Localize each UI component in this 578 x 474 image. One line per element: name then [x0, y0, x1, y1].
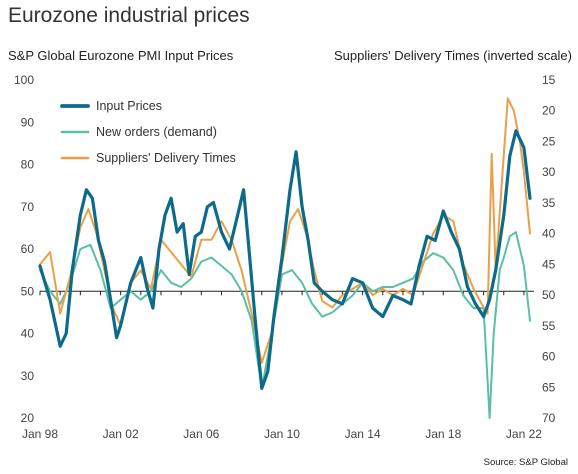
- legend-label-0: Input Prices: [96, 99, 162, 113]
- x-tick-label: Jan 98: [22, 427, 58, 441]
- right-tick-label: 35: [542, 196, 556, 210]
- right-tick-label: 45: [542, 257, 556, 271]
- left-tick-label: 100: [14, 73, 34, 87]
- left-tick-label: 20: [21, 411, 35, 425]
- chart-title: Eurozone industrial prices: [8, 4, 250, 27]
- x-tick-label: Jan 22: [506, 427, 542, 441]
- left-tick-label: 80: [21, 158, 35, 172]
- legend-label-2: Suppliers' Delivery Times: [96, 151, 236, 165]
- left-tick-label: 40: [21, 327, 35, 341]
- right-tick-label: 25: [542, 134, 556, 148]
- left-tick-label: 70: [21, 200, 35, 214]
- right-tick-label: 30: [542, 165, 556, 179]
- left-tick-label: 90: [21, 115, 35, 129]
- left-axis-label: S&P Global Eurozone PMI Input Prices: [8, 48, 234, 63]
- right-axis-label: Suppliers' Delivery Times (inverted scal…: [333, 48, 572, 63]
- right-tick-label: 20: [542, 104, 556, 118]
- left-tick-label: 30: [21, 369, 35, 383]
- right-tick-label: 60: [542, 350, 556, 364]
- left-tick-label: 60: [21, 242, 35, 256]
- x-tick-label: Jan 18: [425, 427, 461, 441]
- right-tick-label: 55: [542, 319, 556, 333]
- x-tick-label: Jan 10: [264, 427, 300, 441]
- legend-label-1: New orders (demand): [96, 125, 217, 139]
- right-tick-label: 15: [542, 73, 556, 87]
- right-tick-label: 70: [542, 411, 556, 425]
- right-tick-label: 50: [542, 288, 556, 302]
- left-tick-label: 50: [21, 284, 35, 298]
- right-tick-label: 65: [542, 380, 556, 394]
- x-tick-label: Jan 06: [183, 427, 219, 441]
- right-tick-label: 40: [542, 227, 556, 241]
- source-note: Source: S&P Global: [483, 457, 568, 468]
- series-line-0: [38, 129, 532, 390]
- x-tick-label: Jan 02: [103, 427, 139, 441]
- x-tick-label: Jan 14: [345, 427, 381, 441]
